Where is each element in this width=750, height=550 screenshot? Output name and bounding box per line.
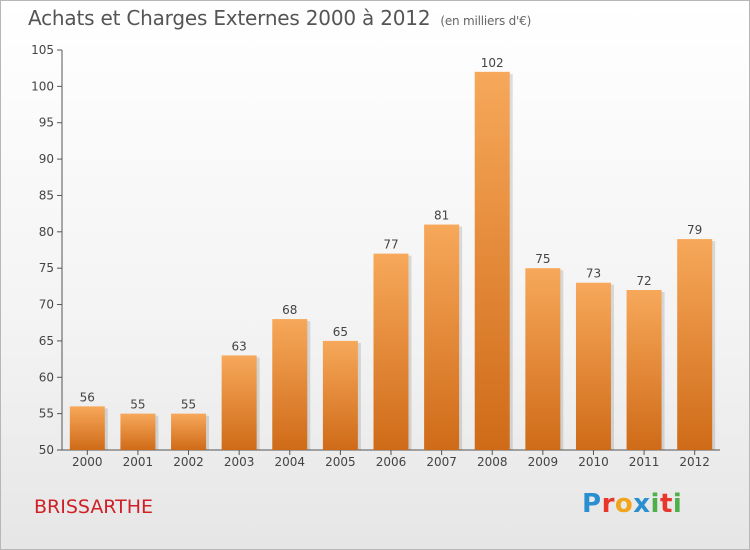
y-tick-label: 100 [31,79,54,93]
x-tick-label: 2008 [477,455,508,469]
y-tick-label: 50 [39,443,54,457]
x-tick-label: 2012 [679,455,710,469]
y-tick-label: 90 [39,152,54,166]
bar-value-label: 65 [333,325,348,339]
x-tick-label: 2009 [528,455,559,469]
bar [322,340,358,450]
logo-letter: x [633,489,651,519]
y-tick-label: 80 [39,225,54,239]
y-tick-label: 105 [31,43,54,57]
bar [677,239,713,450]
x-tick-label: 2011 [629,455,660,469]
x-tick-label: 2000 [72,455,103,469]
bar-value-label: 73 [586,267,601,281]
x-tick-label: 2003 [224,455,255,469]
bar [171,413,207,450]
logo-letter: o [614,489,634,519]
logo-letter: i [672,489,683,519]
y-tick-label: 75 [39,261,54,275]
logo-letter: t [659,489,673,519]
bar-value-label: 55 [130,398,145,412]
bar [120,413,156,450]
x-tick-label: 2001 [123,455,154,469]
proxiti-logo: Proxiti [582,489,682,519]
bar [221,355,257,450]
bar [575,282,611,450]
y-tick-label: 70 [39,298,54,312]
x-tick-label: 2002 [173,455,204,469]
bar-value-label: 63 [232,339,247,353]
logo-letter: r [601,489,615,519]
x-tick-label: 2007 [426,455,457,469]
bar-value-label: 77 [383,238,398,252]
bar [626,290,662,450]
x-tick-label: 2005 [325,455,356,469]
chart-title: Achats et Charges Externes 2000 à 2012 (e… [28,6,531,30]
y-tick-label: 55 [39,407,54,421]
bar [272,319,308,450]
bar [525,268,561,450]
y-tick-label: 65 [39,334,54,348]
bar-value-label: 102 [481,56,504,70]
chart-unit-label: (en milliers d'€) [440,14,532,28]
commune-name: BRISSARTHE [34,496,154,518]
bar-value-label: 68 [282,303,297,317]
bar [424,224,460,450]
bar [474,71,510,451]
bar-value-label: 79 [687,223,702,237]
logo-letter: i [650,489,660,519]
logo-letter: P [582,489,602,519]
x-tick-label: 2006 [376,455,407,469]
y-tick-label: 85 [39,188,54,202]
bar-value-label: 75 [535,252,550,266]
chart-title-text: Achats et Charges Externes 2000 à 2012 [28,6,431,30]
x-tick-label: 2004 [274,455,305,469]
bar [373,253,409,450]
bar-value-label: 72 [636,274,651,288]
bar [69,406,105,450]
y-tick-label: 60 [39,370,54,384]
bar-value-label: 56 [80,390,95,404]
y-tick-label: 95 [39,116,54,130]
bar-value-label: 55 [181,398,196,412]
x-tick-label: 2010 [578,455,609,469]
bar-value-label: 81 [434,209,449,223]
